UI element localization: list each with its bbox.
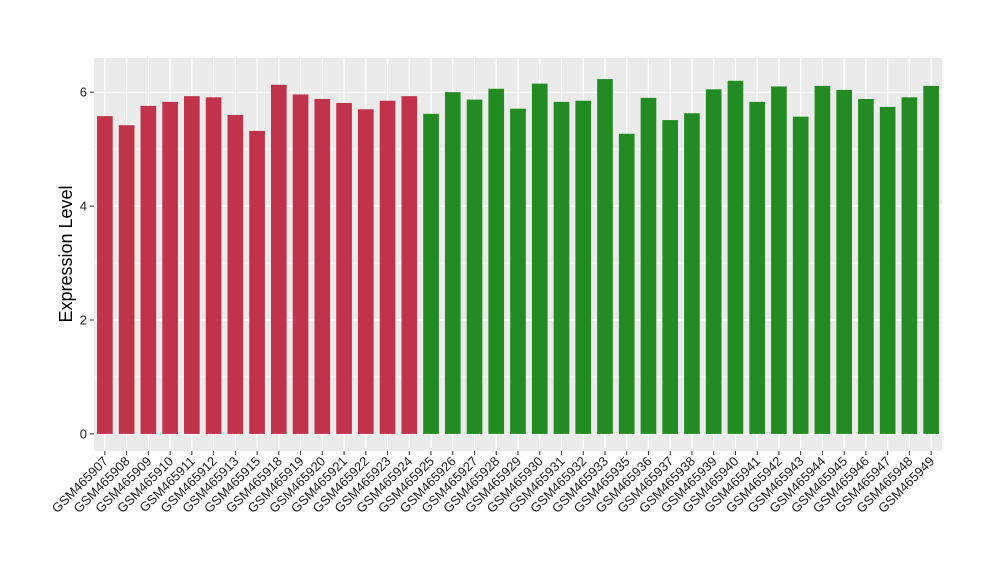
bar-GSM465943 <box>792 116 809 434</box>
bar-GSM465927 <box>466 99 483 434</box>
bar-GSM465937 <box>662 120 679 434</box>
bars <box>97 79 939 434</box>
bar-GSM465936 <box>640 97 657 434</box>
bar-GSM465915 <box>249 130 265 434</box>
y-tick-label: 4 <box>80 199 87 214</box>
bar-GSM465930 <box>531 83 548 434</box>
bar-GSM465935 <box>618 133 635 434</box>
bar-GSM465932 <box>575 100 592 434</box>
bar-GSM465933 <box>597 79 613 434</box>
bar-GSM465931 <box>553 101 570 434</box>
bar-GSM465908 <box>118 125 135 434</box>
bar-GSM465942 <box>771 86 787 434</box>
bar-GSM465949 <box>923 85 939 434</box>
bar-GSM465928 <box>488 88 505 434</box>
bar-GSM465948 <box>901 97 918 434</box>
y-tick-label: 0 <box>80 426 87 441</box>
bar-GSM465941 <box>749 101 766 434</box>
y-axis-title: Expression Level <box>56 185 76 322</box>
bar-GSM465921 <box>336 102 352 434</box>
y-axis: 0 2 4 6 <box>80 85 94 441</box>
bar-GSM465907 <box>97 116 113 434</box>
bar-GSM465912 <box>205 97 222 434</box>
bar-GSM465940 <box>727 80 744 434</box>
bar-GSM465946 <box>858 99 874 434</box>
bar-GSM465919 <box>292 94 309 434</box>
y-tick-label: 6 <box>80 85 87 100</box>
bar-GSM465939 <box>705 89 722 434</box>
bar-GSM465947 <box>879 106 896 434</box>
bar-GSM465924 <box>401 96 418 434</box>
bar-GSM465920 <box>314 99 331 434</box>
bar-GSM465923 <box>379 100 396 434</box>
y-tick-label: 2 <box>80 313 87 328</box>
bar-GSM465926 <box>444 92 461 434</box>
bar-GSM465922 <box>357 109 374 434</box>
bar-GSM465911 <box>184 96 200 434</box>
bar-GSM465944 <box>814 85 831 434</box>
bar-GSM465913 <box>227 114 244 434</box>
bar-GSM465945 <box>836 89 852 434</box>
bar-GSM465938 <box>684 113 700 434</box>
bar-GSM465925 <box>423 113 439 434</box>
bar-GSM465909 <box>140 105 157 434</box>
bar-GSM465918 <box>270 84 287 434</box>
bar-GSM465929 <box>510 108 526 434</box>
bar-GSM465910 <box>162 101 178 434</box>
x-axis: GSM465907GSM465908GSM465909GSM465910GSM4… <box>49 451 937 516</box>
